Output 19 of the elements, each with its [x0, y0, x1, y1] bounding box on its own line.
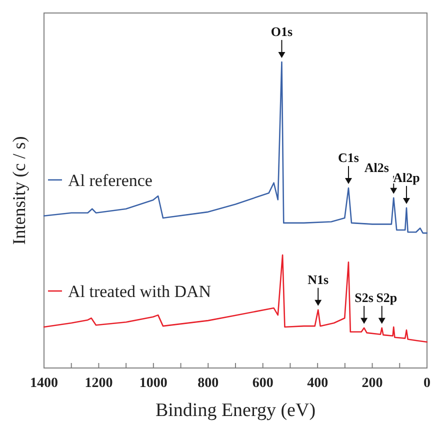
x-tick-label: 200	[362, 376, 383, 391]
x-tick-label: 1400	[30, 376, 58, 391]
annotation: O1s	[270, 24, 293, 39]
y-axis-title: Intensity (c / s)	[9, 136, 29, 245]
annotation: N1s	[308, 272, 329, 287]
legend-label: Al reference	[68, 170, 152, 190]
x-tick-label: 600	[252, 376, 274, 391]
annotation: Al2p	[393, 170, 420, 185]
annotation: S2p	[376, 290, 398, 305]
x-tick-label: 0	[424, 376, 430, 391]
annotation: S2s	[354, 290, 374, 305]
annotation: C1s	[338, 150, 359, 166]
x-tick-label: 400	[307, 376, 328, 391]
x-axis-title: Binding Energy (eV)	[155, 400, 316, 421]
x-tick-label: 800	[198, 376, 219, 391]
annotation: Al2s	[364, 160, 389, 175]
x-tick-label: 1200	[84, 376, 113, 391]
legend-label: Al treated with DAN	[68, 282, 212, 301]
x-tick-label: 1000	[139, 376, 168, 391]
